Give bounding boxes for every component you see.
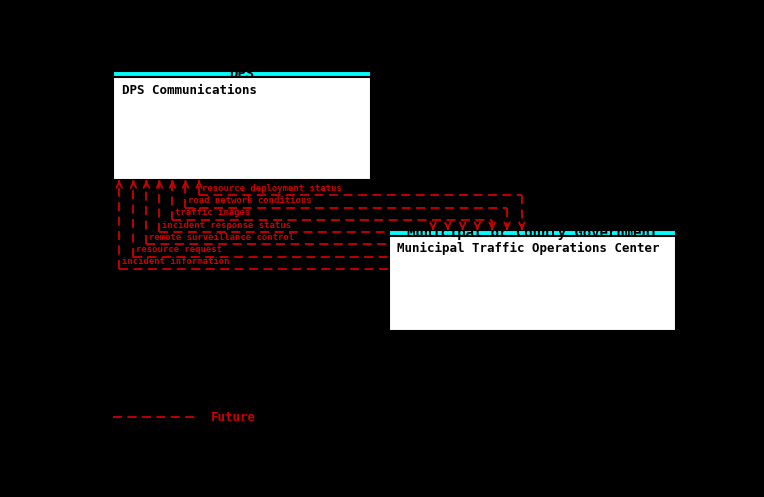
Bar [389, 236, 676, 331]
Text: Municipal or County Government: Municipal or County Government [406, 226, 658, 240]
Text: resource request: resource request [136, 245, 222, 254]
Text: DPS: DPS [229, 67, 254, 81]
Bar [113, 71, 371, 77]
Bar [389, 230, 676, 236]
Text: incident response status: incident response status [163, 221, 291, 230]
Text: traffic images: traffic images [176, 208, 251, 217]
Text: incident information: incident information [122, 257, 230, 266]
Bar [113, 77, 371, 180]
Text: DPS Communications: DPS Communications [122, 84, 257, 97]
Text: road network conditions: road network conditions [189, 196, 312, 205]
Text: Municipal Traffic Operations Center: Municipal Traffic Operations Center [397, 243, 660, 255]
Text: remote surveillance control: remote surveillance control [150, 233, 294, 242]
Text: resource deployment status: resource deployment status [202, 184, 342, 193]
Text: Future: Future [211, 411, 256, 424]
